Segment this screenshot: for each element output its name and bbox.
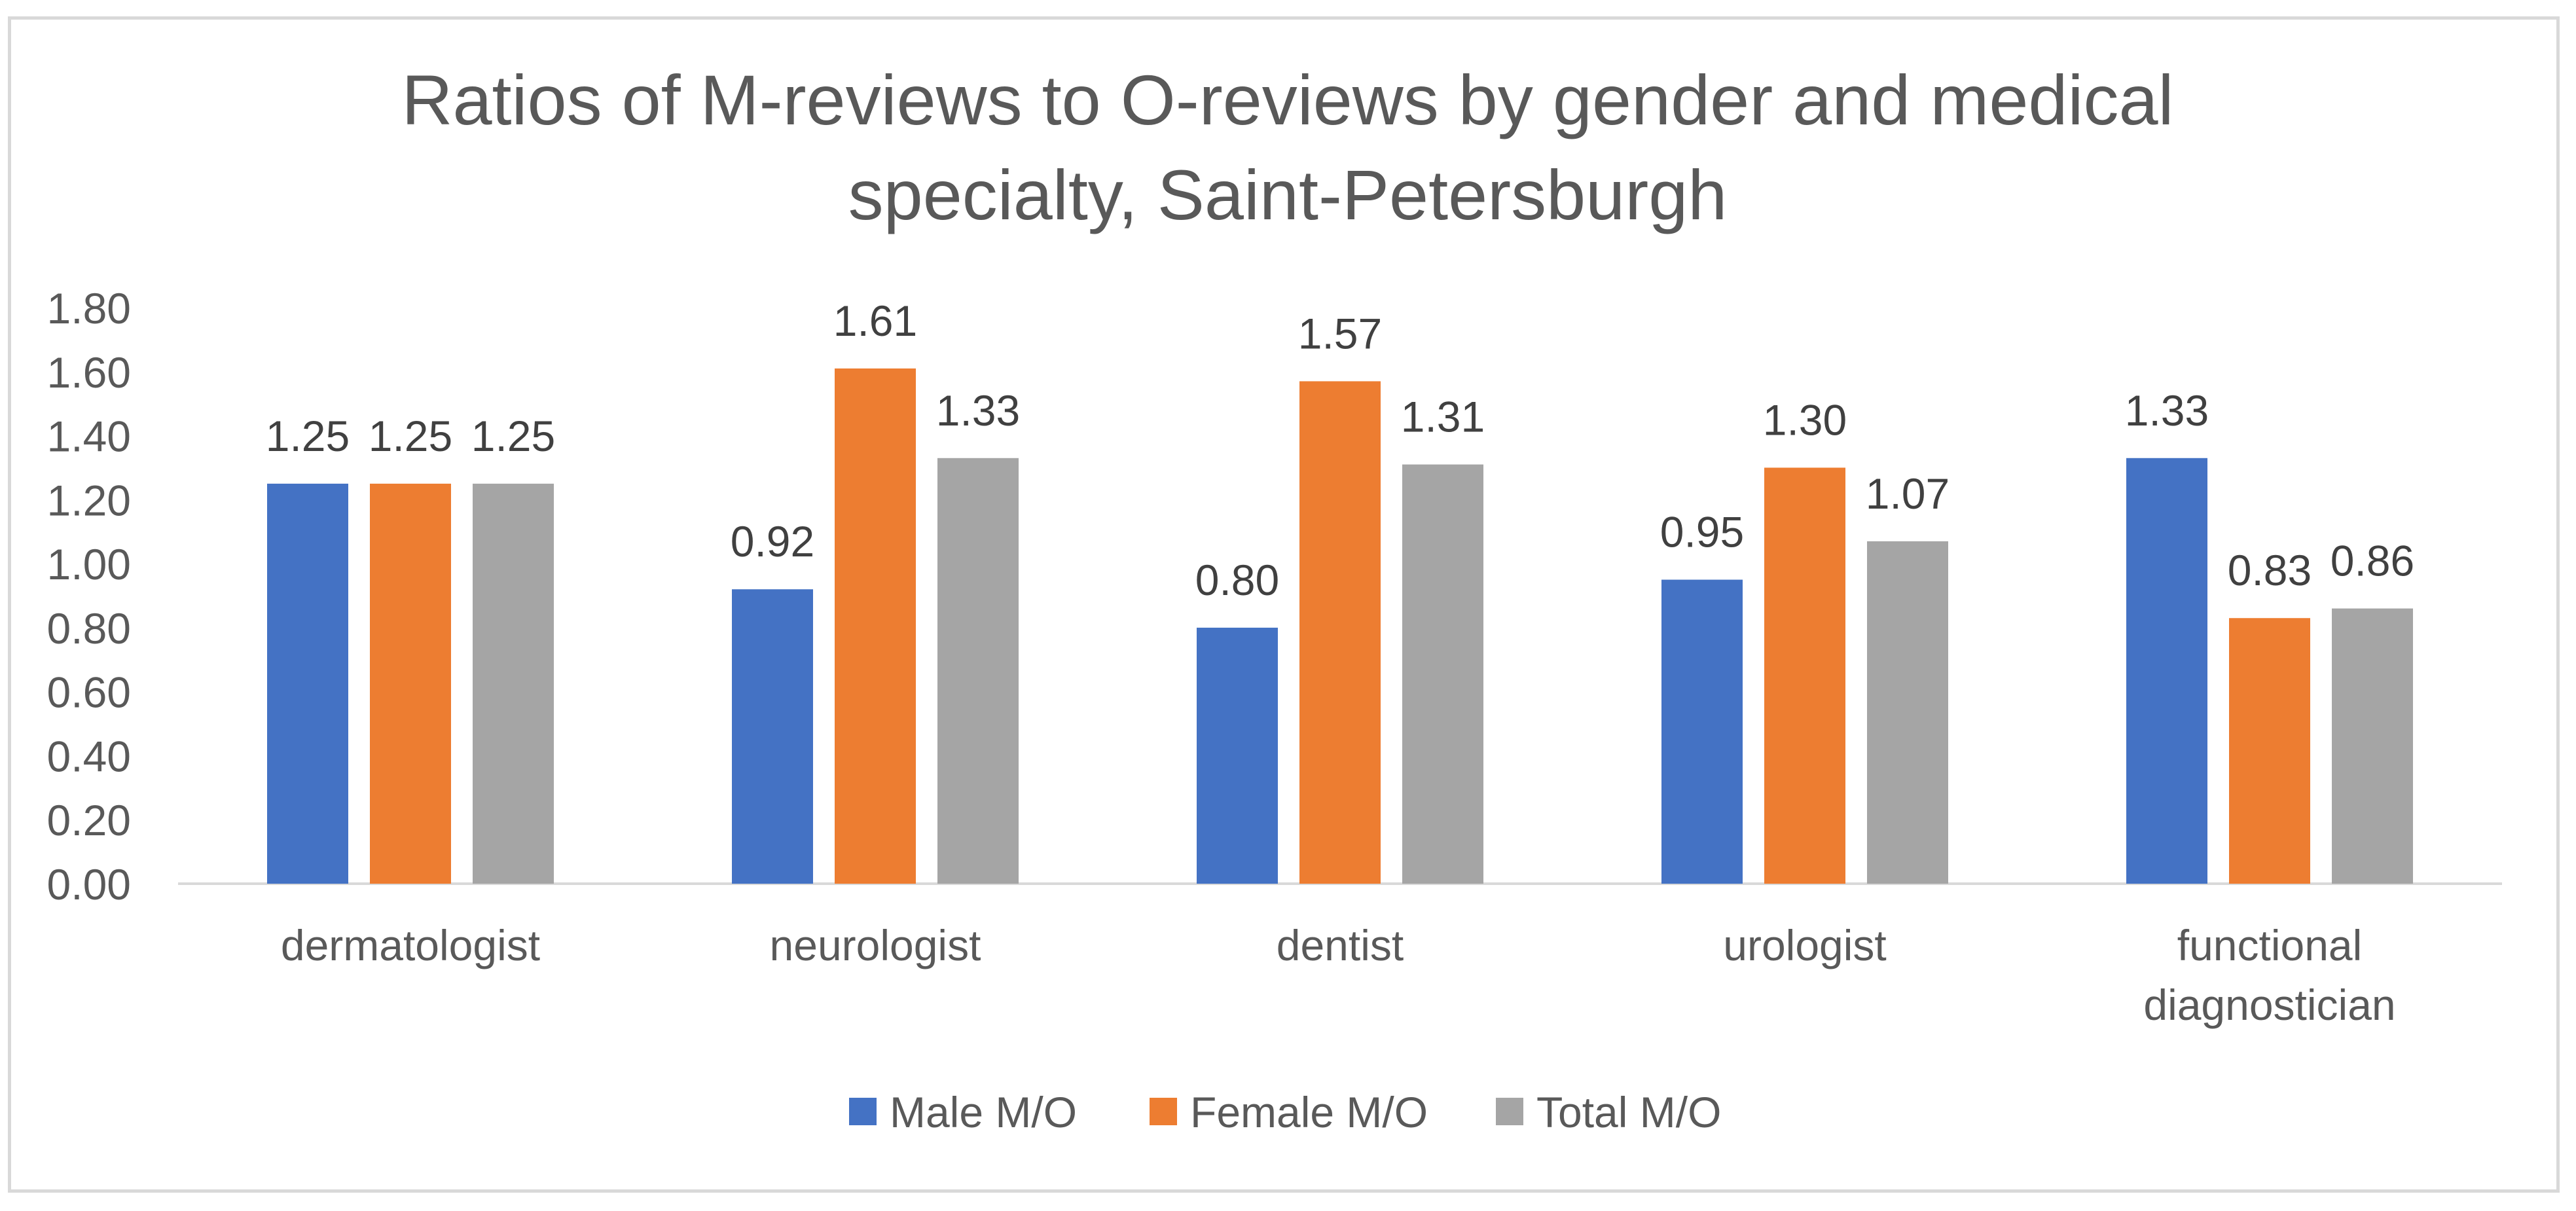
data-label: 0.95 [1660,508,1744,556]
data-label: 0.92 [731,517,814,566]
y-tick-label: 1.20 [47,476,131,524]
bar-female-m-o-2 [1299,381,1381,884]
legend-swatch [1496,1098,1523,1125]
category-label: dentist [1277,921,1404,969]
y-tick-label: 1.00 [47,540,131,588]
data-label: 1.31 [1401,393,1485,441]
bar-female-m-o-3 [1764,467,1845,884]
category-labels: dermatologist neurologist dentist urologist… [281,921,2396,1029]
bar-male-m-o-1 [732,589,813,884]
data-label: 0.80 [1195,556,1279,604]
bar-total-m-o-4 [2332,608,2413,884]
data-label: 1.33 [936,386,1020,435]
category-label: diagnostician [2143,981,2395,1029]
y-tick-label: 0.20 [47,796,131,844]
y-tick-label: 1.60 [47,348,131,397]
bar-total-m-o-2 [1402,464,1483,884]
bar-male-m-o-0 [267,483,348,884]
y-tick-label: 0.60 [47,668,131,717]
category-label: urologist [1723,921,1886,969]
bar-female-m-o-0 [370,483,451,884]
legend-swatch [1150,1098,1177,1125]
bar-female-m-o-4 [2229,618,2310,884]
bar-male-m-o-3 [1661,579,1743,884]
data-label: 1.25 [471,412,555,460]
data-label: 1.61 [833,297,917,345]
data-label: 1.25 [266,412,350,460]
data-label: 1.07 [1866,469,1950,518]
bar-total-m-o-0 [473,483,554,884]
category-label: dermatologist [281,921,540,969]
data-label: 1.30 [1763,395,1847,444]
category-label: neurologist [770,921,981,969]
bar-female-m-o-1 [835,368,916,884]
chart-title-line: Ratios of M-reviews to O-reviews by gend… [401,60,2173,139]
y-tick-label: 1.80 [47,284,131,333]
bar-total-m-o-1 [937,458,1019,884]
data-label: 1.57 [1298,309,1382,357]
bar-male-m-o-2 [1197,627,1278,884]
y-tick-label: 1.40 [47,412,131,461]
y-axis-tick-labels: 0.00 0.20 0.40 0.60 0.80 1.00 1.20 1.40 1.60 1.80 [47,284,131,909]
data-label: 1.25 [369,412,452,460]
data-label: 1.33 [2125,386,2209,435]
bar-total-m-o-3 [1867,541,1948,884]
legend-label: Total M/O [1536,1088,1721,1136]
category-label: functional [2177,921,2363,969]
legend: Male M/O Female M/O Total M/O [849,1088,1721,1136]
legend-swatch [849,1098,877,1125]
chart-title-line: specialty, Saint-Petersburgh [848,155,1728,234]
data-label: 0.86 [2331,537,2414,585]
y-tick-label: 0.00 [47,860,131,909]
legend-label: Male M/O [890,1088,1077,1136]
y-tick-label: 0.80 [47,604,131,653]
legend-label: Female M/O [1190,1088,1428,1136]
data-labels: 1.25 0.92 0.80 0.95 1.33 1.25 1.61 1.57 1.30 0.83… [266,297,2414,604]
bar-male-m-o-4 [2126,458,2207,884]
chart-title: Ratios of M-reviews to O-reviews by gend… [401,60,2173,234]
bars [267,368,2413,884]
data-label: 0.83 [2228,546,2312,594]
y-tick-label: 0.40 [47,732,131,780]
